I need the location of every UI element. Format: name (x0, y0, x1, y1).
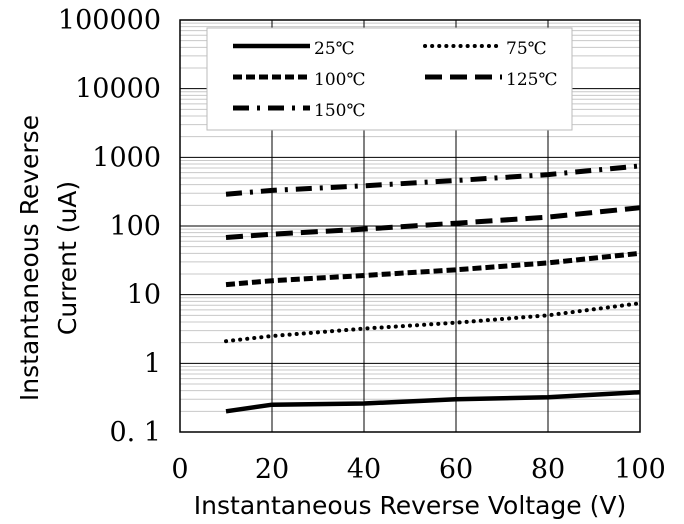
x-tick-label-3: 60 (439, 454, 473, 485)
series-line-2 (225, 250, 641, 288)
x-tick-labels: 0 20 40 60 80 100 (171, 454, 665, 485)
y-tick-label-2: 10 (127, 280, 161, 311)
x-tick-label-1: 20 (255, 454, 289, 485)
series-line-0 (225, 389, 641, 414)
x-axis-title: Instantaneous Reverse Voltage (V) (194, 491, 626, 520)
y-tick-label-6: 100000 (58, 5, 161, 36)
legend-label-4: 150℃ (314, 101, 365, 121)
series-layer (224, 163, 642, 414)
y-axis-title-line2: Current (uA) (53, 181, 82, 335)
x-tick-label-5: 100 (614, 454, 666, 485)
x-tick-label-2: 40 (347, 454, 381, 485)
legend-label-0: 25℃ (314, 39, 355, 59)
y-tick-label-4: 1000 (92, 142, 161, 173)
legend: 25℃ 75℃ 100℃ 125℃ 150℃ (206, 27, 573, 131)
x-tick-label-4: 80 (531, 454, 565, 485)
y-tick-label-3: 100 (109, 211, 161, 242)
y-tick-label-0: 0. 1 (109, 417, 161, 448)
series-line-3 (225, 205, 641, 240)
plot-frame (179, 19, 641, 433)
series-line-1 (224, 301, 642, 344)
legend-label-1: 75℃ (506, 39, 547, 59)
y-tick-label-1: 1 (144, 348, 161, 379)
series-line-4 (225, 163, 641, 197)
y-axis-title-line1: Instantaneous Reverse (15, 115, 44, 401)
legend-label-2: 100℃ (314, 70, 365, 90)
y-tick-label-5: 10000 (75, 74, 161, 105)
legend-label-3: 125℃ (506, 70, 557, 90)
y-tick-labels: 0. 1 1 10 100 1000 10000 100000 (58, 5, 161, 448)
x-tick-label-0: 0 (171, 454, 188, 485)
